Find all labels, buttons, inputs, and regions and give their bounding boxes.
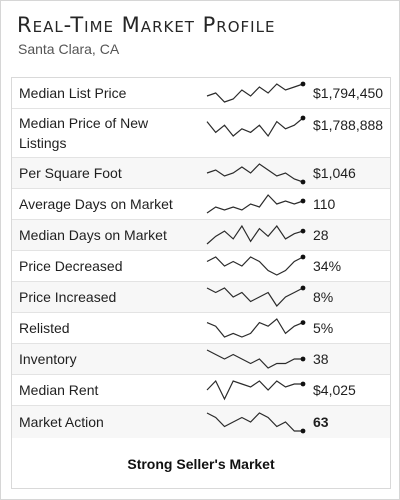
metric-label: Median Price of New Listings [19, 115, 149, 151]
metric-label: Price Increased [19, 289, 117, 305]
sparkline-end-dot [300, 320, 306, 325]
sparkline-end-dot [300, 179, 306, 185]
metric-label: Median List Price [19, 85, 127, 101]
sparkline-end-dot [300, 254, 306, 260]
metric-row: Median List Price $1,794,450 [12, 78, 390, 109]
sparkline-end-dot [300, 428, 306, 434]
sparkline-path [206, 194, 304, 214]
trend-sparkline [206, 412, 306, 434]
sparkline-path [206, 287, 304, 307]
metric-label: Median Rent [19, 382, 99, 398]
sparkline-path [206, 117, 304, 138]
sparkline-end-dot [300, 228, 306, 234]
market-metrics-table: Median List Price $1,794,450 Median Pric… [11, 77, 391, 489]
sparkline-path [206, 379, 303, 401]
sparkline-path [206, 163, 304, 183]
metric-value: 28 [313, 227, 329, 243]
sparkline-end-dot [300, 285, 306, 291]
sparkline-end-dot [300, 381, 306, 387]
metric-value: 110 [313, 196, 336, 212]
metric-value: 34% [313, 258, 342, 274]
metric-row: Inventory 38 [12, 344, 390, 375]
market-status-label: Strong Seller's Market [127, 456, 275, 472]
metric-label: Average Days on Market [19, 196, 173, 212]
metric-value: 5% [313, 320, 334, 336]
metric-label: Inventory [19, 351, 77, 367]
metric-value: 8% [313, 289, 334, 305]
metric-row: Median Rent $4,025 [12, 375, 390, 406]
trend-sparkline [206, 318, 306, 338]
metric-label: Median Days on Market [19, 227, 167, 243]
metric-row: Price Decreased 34% [12, 251, 390, 282]
metric-label: Price Decreased [19, 258, 123, 274]
metric-value: 38 [313, 351, 329, 367]
trend-sparkline [206, 349, 306, 369]
market-status-footer: Strong Seller's Market [12, 444, 390, 488]
metric-row: Relisted 5% [12, 313, 390, 344]
sparkline-path [206, 318, 304, 338]
metric-label: Relisted [19, 320, 70, 336]
widget-title: Real-Time Market Profile [17, 13, 276, 37]
trend-sparkline [206, 194, 306, 214]
trend-sparkline [206, 224, 306, 245]
sparkline-end-dot [300, 81, 306, 87]
metric-value: $1,788,888 [313, 117, 384, 133]
sparkline-end-dot [300, 356, 306, 362]
sparkline-path [206, 83, 304, 103]
trend-sparkline [206, 254, 306, 276]
metric-row: Market Action 63 [12, 406, 390, 438]
sparkline-path [206, 412, 303, 432]
metric-row: Price Increased 8% [12, 282, 390, 313]
trend-sparkline [206, 285, 306, 307]
metric-value: $1,046 [313, 165, 356, 181]
metric-value: $1,794,450 [313, 85, 384, 101]
trend-sparkline [206, 81, 306, 103]
sparkline-path [206, 256, 304, 276]
metric-value: $4,025 [313, 382, 356, 398]
metric-label: Per Square Foot [19, 165, 122, 181]
location-subtitle: Santa Clara, CA [18, 41, 120, 57]
metric-row: Per Square Foot $1,046 [12, 158, 390, 189]
metric-value: 63 [313, 414, 329, 430]
trend-sparkline [206, 163, 306, 185]
sparkline-end-dot [300, 115, 306, 121]
metric-row: Average Days on Market 110 [12, 189, 390, 220]
sparkline-end-dot [300, 198, 306, 204]
trend-sparkline [206, 379, 306, 401]
trend-sparkline [206, 115, 306, 138]
metric-label: Market Action [19, 414, 104, 430]
metric-row: Median Days on Market 28 [12, 220, 390, 251]
sparkline-path [206, 349, 303, 369]
sparkline-path [206, 224, 304, 245]
metric-row: Median Price of New Listings $1,788,888 [12, 109, 390, 158]
